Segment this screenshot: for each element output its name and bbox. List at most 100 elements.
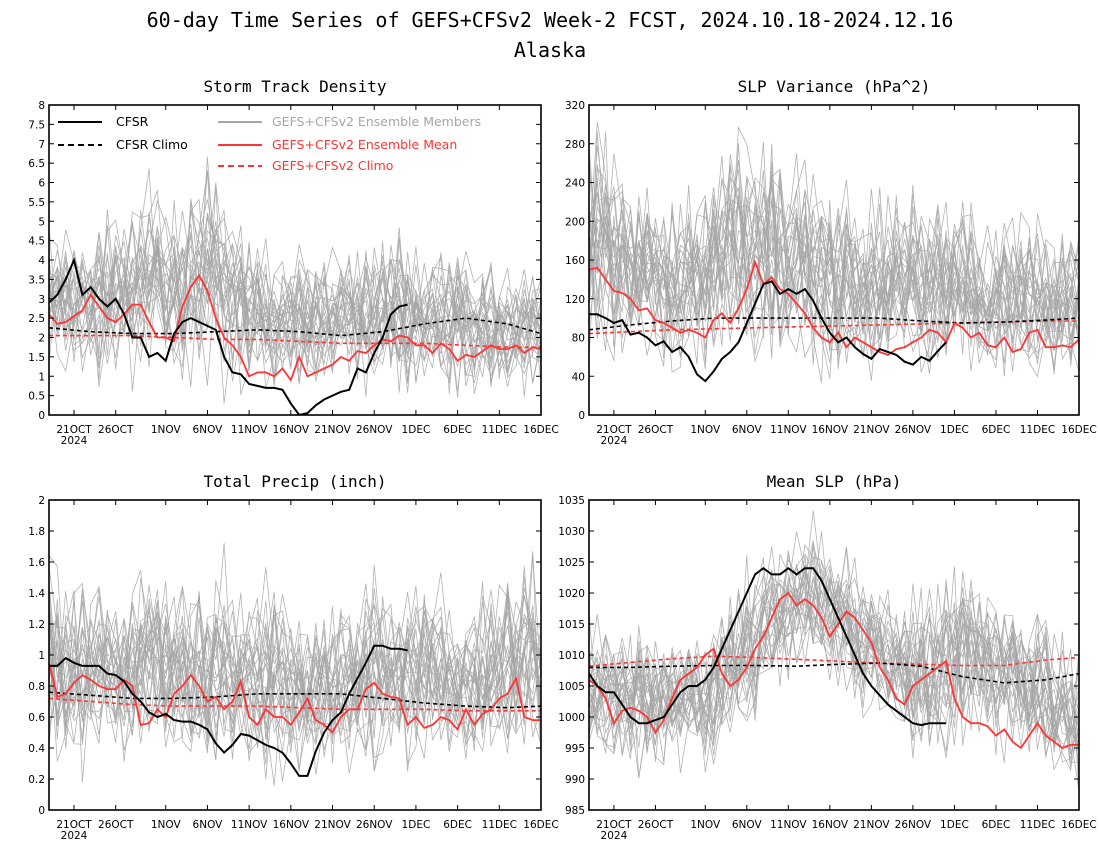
- ensemble-member-line: [49, 217, 541, 388]
- ensemble-member-line: [589, 154, 1079, 381]
- meanslp-xtick-label: 11DEC: [1020, 819, 1055, 831]
- ensemble-member-line: [49, 567, 541, 760]
- slpvar-ytick-label: 40: [572, 371, 585, 383]
- storm-xtick-label: 6NOV: [193, 424, 224, 436]
- meanslp-ytick-label: 1030: [558, 526, 585, 538]
- precip-xtick-label: 11DEC: [482, 819, 517, 831]
- ensemble-member-line: [49, 583, 541, 775]
- storm-ens-mean-line: [49, 273, 541, 383]
- ensemble-member-line: [49, 248, 541, 398]
- meanslp-series: [589, 566, 1079, 750]
- storm-xtick-label: 21NOV: [314, 424, 351, 436]
- precip-xtick-label: 1NOV: [151, 819, 182, 831]
- storm-xtick-label: 16NOV: [273, 424, 310, 436]
- slpvar-xtick-label: 26OCT: [638, 424, 674, 436]
- slpvar-xtick-label: 21NOV: [853, 424, 890, 436]
- legend-ens-mean-label: GEFS+CFSv2 Ensemble Mean: [272, 137, 457, 152]
- storm-ensemble-members: [49, 156, 541, 404]
- meanslp-xtick-label: 6DEC: [982, 819, 1011, 831]
- slpvar-xtick-label: 21OCT: [596, 424, 632, 436]
- storm-cfsr-line: [49, 256, 408, 415]
- meanslp-ens-climo-line: [589, 655, 1079, 667]
- storm-xtick-label: 11NOV: [231, 424, 268, 436]
- meanslp-ens-mean-line: [589, 591, 1079, 750]
- slpvar-xtick-label: 11NOV: [770, 424, 807, 436]
- total-precip-panel: Total Precip (inch) 0 0.2 0.4 0.6 0.8 1 1.2 1.4 1…: [28, 472, 558, 842]
- meanslp-cfsr-line: [589, 566, 947, 727]
- ensemble-member-line: [49, 170, 541, 362]
- mean-slp-panel: Mean SLP (hPa) 985 990 995 1000 1005 1010 1015 1…: [558, 472, 1096, 842]
- slpvar-xtick-label: 6NOV: [732, 424, 763, 436]
- precip-ytick-label: 1.2: [28, 619, 45, 631]
- slpvar-title: SLP Variance (hPa^2): [738, 77, 931, 96]
- meanslp-xtick-label: 16NOV: [812, 819, 849, 831]
- ensemble-member-line: [589, 170, 1079, 370]
- legend: CFSR CFSR Climo GEFS+CFSv2 Ensemble Memb…: [58, 114, 481, 173]
- meanslp-ytick-label: 1015: [558, 619, 585, 631]
- slpvar-cfsr-climo-line: [589, 317, 1079, 331]
- ensemble-member-line: [589, 168, 1079, 365]
- precip-ytick-label: 1.4: [28, 588, 45, 600]
- precip-ytick-label: 0: [38, 805, 45, 817]
- slpvar-series: [589, 259, 1079, 383]
- ensemble-member-line: [589, 176, 1079, 363]
- meanslp-year-label: 2024: [601, 830, 628, 842]
- slpvar-ytick-label: 80: [572, 333, 585, 345]
- storm-ytick-label: 6.5: [28, 158, 45, 170]
- storm-ytick-label: 1.5: [28, 352, 45, 364]
- storm-ytick-label: 1: [38, 371, 45, 383]
- precip-xtick-label: 16DEC: [523, 819, 558, 831]
- slpvar-xtick-label: 1NOV: [690, 424, 721, 436]
- storm-title: Storm Track Density: [203, 77, 386, 96]
- ensemble-member-line: [49, 231, 541, 375]
- storm-ytick-label: 7.5: [28, 119, 45, 131]
- precip-xtick-label: 26OCT: [98, 819, 134, 831]
- figure-title: 60-day Time Series of GEFS+CFSv2 Week-2 …: [147, 8, 954, 32]
- ensemble-member-line: [49, 228, 541, 377]
- storm-track-density-panel: Storm Track Density 0 0.5 1 1.5 2 2.5 3 3.5 4 4.5 5…: [28, 77, 558, 447]
- meanslp-xtick-label: 16DEC: [1061, 819, 1096, 831]
- figure-subtitle: Alaska: [514, 38, 586, 62]
- ensemble-member-line: [49, 182, 541, 389]
- meanslp-xtick-label: 26OCT: [638, 819, 674, 831]
- precip-xtick-label: 1DEC: [402, 819, 431, 831]
- legend-cfsr-climo-label: CFSR Climo: [116, 137, 188, 152]
- ensemble-member-line: [589, 565, 1079, 794]
- precip-xtick-label: 26NOV: [356, 819, 393, 831]
- meanslp-ytick-label: 1025: [558, 557, 585, 569]
- slpvar-ytick-label: 240: [565, 178, 585, 190]
- ensemble-member-line: [49, 199, 541, 393]
- storm-series: [49, 256, 541, 415]
- meanslp-ytick-label: 1005: [558, 681, 585, 693]
- storm-ytick-label: 0: [38, 410, 45, 422]
- slpvar-ytick-label: 320: [565, 100, 585, 112]
- storm-xtick-label: 1DEC: [402, 424, 431, 436]
- precip-cfsr-line: [49, 644, 408, 777]
- precip-ytick-label: 1: [38, 650, 45, 662]
- ensemble-member-line: [589, 570, 1079, 772]
- precip-xtick-label: 16NOV: [273, 819, 310, 831]
- slpvar-ytick-label: 160: [565, 255, 585, 267]
- storm-xtick-label: 16DEC: [523, 424, 558, 436]
- meanslp-ytick-label: 1000: [558, 712, 585, 724]
- precip-xtick-label: 11NOV: [231, 819, 268, 831]
- slpvar-xtick-label: 11DEC: [1020, 424, 1055, 436]
- precip-ensemble-members: [49, 542, 541, 786]
- ensemble-member-line: [49, 168, 541, 384]
- precip-xtick-label: 6NOV: [193, 819, 224, 831]
- ensemble-member-line: [589, 180, 1079, 364]
- storm-ytick-label: 7: [38, 139, 45, 151]
- storm-ytick-label: 2.5: [28, 313, 45, 325]
- legend-ens-climo-label: GEFS+CFSv2 Climo: [272, 158, 393, 173]
- storm-ytick-label: 4.5: [28, 236, 45, 248]
- storm-ytick-label: 3: [38, 294, 45, 306]
- storm-xtick-label: 26NOV: [356, 424, 393, 436]
- precip-xtick-label: 6DEC: [443, 819, 472, 831]
- precip-ytick-label: 0.6: [28, 712, 45, 724]
- ensemble-member-line: [49, 576, 541, 779]
- meanslp-ytick-label: 1020: [558, 588, 585, 600]
- slpvar-xtick-label: 6DEC: [982, 424, 1011, 436]
- ensemble-member-line: [49, 593, 541, 751]
- slpvar-ytick-label: 280: [565, 139, 585, 151]
